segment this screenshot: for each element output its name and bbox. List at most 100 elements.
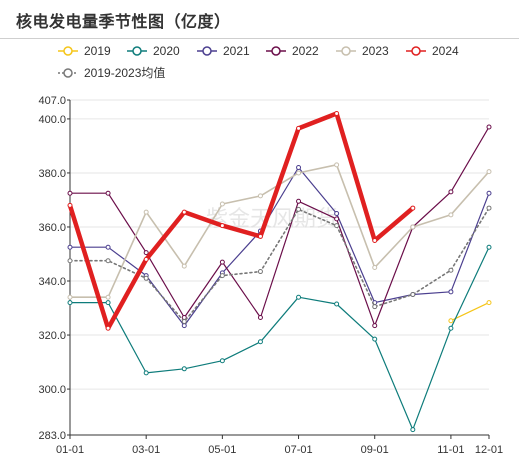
data-point[interactable]	[67, 294, 73, 300]
data-point[interactable]	[67, 202, 73, 208]
data-point[interactable]	[486, 190, 492, 196]
legend-swatch-marker	[132, 46, 142, 56]
legend-swatch-marker	[411, 46, 421, 56]
axis-layer: 283.0 300.0 320.0 340.0 360.0 380.0 400.0 407.0…	[38, 95, 503, 456]
data-point[interactable]	[67, 244, 73, 250]
data-point[interactable]	[219, 358, 225, 364]
data-point[interactable]	[105, 244, 111, 250]
data-point[interactable]	[334, 223, 340, 229]
data-point[interactable]	[181, 263, 187, 269]
y-tick-label: 300.0	[38, 384, 66, 396]
data-point[interactable]	[334, 301, 340, 307]
data-point[interactable]	[410, 205, 416, 211]
series-line-2019[interactable]	[450, 302, 490, 322]
data-point[interactable]	[410, 427, 416, 433]
series-line-2020[interactable]	[69, 246, 490, 431]
data-point[interactable]	[334, 216, 340, 222]
title-divider	[0, 38, 519, 39]
data-point[interactable]	[105, 258, 111, 264]
series-line-2019-2023均值[interactable]	[69, 207, 490, 323]
data-point[interactable]	[334, 111, 340, 117]
data-point[interactable]	[296, 125, 302, 131]
data-point[interactable]	[486, 124, 492, 130]
y-tick-label: 400.0	[38, 114, 66, 126]
y-tick-label: 360.0	[38, 222, 66, 234]
data-point[interactable]	[219, 201, 225, 207]
data-point[interactable]	[257, 233, 263, 239]
legend-item-2021[interactable]: 2021	[197, 44, 250, 58]
data-point[interactable]	[448, 267, 454, 273]
data-point[interactable]	[181, 319, 187, 325]
x-tick-label: 09-01	[361, 444, 389, 456]
legend-item-2023[interactable]: 2023	[336, 44, 389, 58]
data-point[interactable]	[257, 314, 263, 320]
data-point[interactable]	[67, 258, 73, 264]
data-point[interactable]	[181, 323, 187, 329]
data-point[interactable]	[296, 170, 302, 176]
data-point[interactable]	[105, 190, 111, 196]
data-point[interactable]	[296, 294, 302, 300]
data-point[interactable]	[219, 273, 225, 279]
legend-swatch-marker	[202, 46, 212, 56]
legend-swatch-marker	[63, 46, 73, 56]
data-point[interactable]	[257, 269, 263, 275]
y-tick-label: 407.0	[38, 95, 66, 107]
data-point[interactable]	[486, 244, 492, 250]
data-point[interactable]	[372, 265, 378, 270]
data-point[interactable]	[372, 323, 378, 329]
data-point[interactable]	[486, 169, 492, 175]
data-point[interactable]	[296, 198, 302, 204]
legend-label: 2019-2023均值	[84, 65, 165, 80]
data-point[interactable]	[410, 292, 416, 298]
data-point[interactable]	[372, 237, 378, 243]
legend-swatch-marker	[341, 46, 351, 56]
legend-item-2019-2023均值[interactable]: 2019-2023均值	[58, 65, 165, 80]
data-point[interactable]	[296, 165, 302, 171]
data-point[interactable]	[448, 325, 454, 331]
data-point[interactable]	[181, 209, 187, 215]
data-point[interactable]	[334, 210, 340, 216]
data-point[interactable]	[181, 366, 187, 372]
data-point[interactable]	[410, 224, 416, 230]
legend-label: 2019	[84, 44, 111, 58]
series-line-2021[interactable]	[69, 166, 490, 327]
data-point[interactable]	[448, 289, 454, 295]
legend-item-2020[interactable]: 2020	[127, 44, 180, 58]
data-point[interactable]	[67, 190, 73, 196]
data-point[interactable]	[143, 209, 149, 215]
legend-item-2019[interactable]: 2019	[58, 44, 111, 58]
data-point[interactable]	[143, 256, 149, 262]
data-point[interactable]	[143, 275, 149, 281]
series-line-2022[interactable]	[69, 126, 490, 327]
data-point[interactable]	[105, 325, 111, 331]
data-point[interactable]	[143, 250, 149, 256]
data-point[interactable]	[257, 339, 263, 345]
data-point[interactable]	[105, 300, 111, 306]
data-point[interactable]	[372, 336, 378, 342]
data-point[interactable]	[448, 318, 454, 324]
data-point[interactable]	[334, 162, 340, 168]
x-tick-label: 12-01	[475, 444, 503, 456]
legend-label: 2020	[153, 44, 180, 58]
series-line-2024[interactable]	[67, 111, 416, 331]
data-point[interactable]	[143, 370, 149, 376]
data-point[interactable]	[219, 259, 225, 265]
legend: 2019 2020 2021 2022 2023 2024 2019-2023均值	[58, 44, 459, 80]
data-point[interactable]	[448, 189, 454, 195]
data-point[interactable]	[67, 300, 73, 306]
data-point[interactable]	[257, 193, 263, 199]
data-point[interactable]	[486, 205, 492, 211]
legend-label: 2023	[362, 44, 389, 58]
data-point[interactable]	[486, 300, 492, 306]
data-point[interactable]	[105, 294, 111, 300]
data-point[interactable]	[448, 212, 454, 218]
legend-item-2022[interactable]: 2022	[266, 44, 319, 58]
data-point[interactable]	[372, 304, 378, 310]
legend-item-2024[interactable]: 2024	[406, 44, 459, 58]
data-point[interactable]	[219, 223, 225, 229]
data-point[interactable]	[296, 206, 302, 212]
y-tick-label: 283.0	[38, 430, 66, 442]
y-tick-label: 380.0	[38, 168, 66, 180]
